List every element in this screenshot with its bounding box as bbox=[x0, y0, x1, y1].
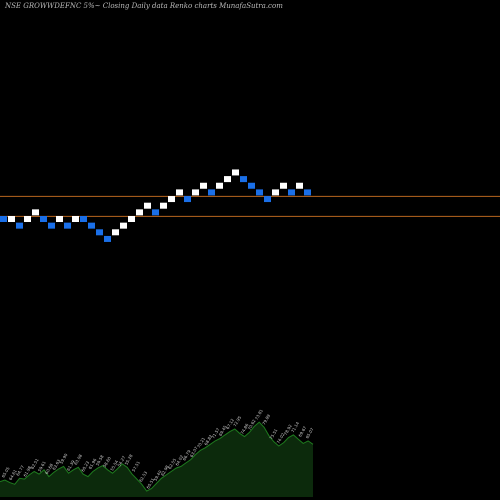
volume-area bbox=[0, 422, 313, 497]
renko-brick bbox=[72, 216, 79, 222]
renko-brick bbox=[24, 216, 31, 222]
volume-label: 74.86 bbox=[239, 422, 249, 435]
volume-label: 59.90 bbox=[58, 452, 68, 465]
volume-label: 62.55 bbox=[167, 457, 177, 470]
renko-brick bbox=[216, 182, 223, 189]
chart-title: NSE GROWWDEFNC 5%~ Closing Daily data Re… bbox=[5, 2, 283, 10]
volume-label: 79.89 bbox=[261, 413, 271, 426]
volume-label: 58.60 bbox=[102, 455, 112, 468]
renko-brick bbox=[176, 189, 183, 196]
renko-brick bbox=[224, 176, 231, 183]
volume-label: 78.92 bbox=[283, 423, 293, 436]
renko-brick bbox=[248, 182, 255, 189]
renko-brick bbox=[288, 189, 295, 196]
renko-brick bbox=[16, 222, 23, 229]
renko-brick bbox=[304, 189, 311, 196]
volume-label: 60.51 bbox=[145, 477, 155, 490]
renko-brick bbox=[160, 202, 167, 209]
volume-label: 59.58 bbox=[95, 454, 105, 467]
volume-label: 62.51 bbox=[30, 457, 40, 470]
volume-label: 71.14 bbox=[290, 421, 300, 434]
volume-label: 63.63 bbox=[51, 458, 61, 471]
volume-label: 57.51 bbox=[131, 460, 141, 473]
renko-brick bbox=[152, 209, 159, 216]
renko-brick bbox=[48, 222, 55, 229]
renko-brick bbox=[240, 176, 247, 183]
renko-brick bbox=[200, 182, 207, 189]
renko-brick bbox=[0, 216, 7, 222]
volume-label: 60.68 bbox=[44, 462, 54, 475]
volume-label: 73.81 bbox=[254, 408, 264, 421]
renko-brick bbox=[8, 216, 15, 222]
volume-line bbox=[0, 421, 314, 492]
volume-label: 65.07 bbox=[305, 427, 315, 440]
volume-label: 55.54 bbox=[109, 459, 119, 472]
volume-label: 64.02 bbox=[174, 454, 184, 467]
renko-brick bbox=[88, 222, 95, 229]
volume-label: 61.39 bbox=[66, 459, 76, 472]
renko-brick bbox=[104, 235, 111, 242]
renko-brick bbox=[112, 229, 119, 236]
renko-brick bbox=[256, 189, 263, 196]
renko-brick bbox=[184, 196, 191, 203]
volume-label: 61.96 bbox=[87, 457, 97, 470]
volume-label: 62.53 bbox=[138, 470, 148, 483]
renko-brick bbox=[32, 209, 39, 216]
volume-label: 63.07 bbox=[189, 445, 199, 458]
volume-label: 70.62 bbox=[247, 418, 257, 431]
volume-label: 70.21 bbox=[196, 436, 206, 449]
volume-label: 65.05 bbox=[1, 466, 11, 479]
volume-label: 68.82 bbox=[203, 433, 213, 446]
volume-label: 67.12 bbox=[225, 417, 235, 430]
renko-brick bbox=[232, 169, 239, 176]
renko-brick bbox=[80, 216, 87, 222]
volume-label: 54.27 bbox=[116, 455, 126, 468]
volume-label: 74.02 bbox=[276, 432, 286, 445]
volume-label: 69.45 bbox=[218, 424, 228, 437]
volume-label: 72.95 bbox=[232, 415, 242, 428]
volume-label: 59.61 bbox=[37, 460, 47, 473]
volume-label: 62.98 bbox=[160, 464, 170, 477]
renko-brick bbox=[136, 209, 143, 216]
volume-label: 75.51 bbox=[268, 427, 278, 440]
volume-label: 69.67 bbox=[297, 425, 307, 438]
renko-brick bbox=[96, 229, 103, 236]
renko-brick bbox=[120, 222, 127, 229]
renko-brick bbox=[280, 182, 287, 189]
renko-brick bbox=[56, 216, 63, 222]
renko-brick bbox=[208, 189, 215, 196]
renko-brick bbox=[272, 189, 279, 196]
volume-label: 64.77 bbox=[15, 464, 25, 477]
renko-brick bbox=[264, 196, 271, 203]
volume-label: 55.28 bbox=[124, 453, 134, 466]
renko-brick bbox=[40, 216, 47, 222]
renko-brick bbox=[192, 189, 199, 196]
renko-brick bbox=[128, 216, 135, 222]
renko-brick bbox=[64, 222, 71, 229]
volume-label: 63.08 bbox=[73, 453, 83, 466]
volume-label: 60.23 bbox=[80, 460, 90, 473]
renko-brick bbox=[144, 202, 151, 209]
renko-brick bbox=[168, 196, 175, 203]
volume-label: 64.61 bbox=[8, 468, 18, 481]
volume-label: 71.57 bbox=[210, 427, 220, 440]
volume-label: 59.40 bbox=[153, 469, 163, 482]
renko-brick bbox=[296, 182, 303, 189]
volume-label: 66.79 bbox=[182, 449, 192, 462]
volume-label: 61.98 bbox=[22, 465, 32, 478]
